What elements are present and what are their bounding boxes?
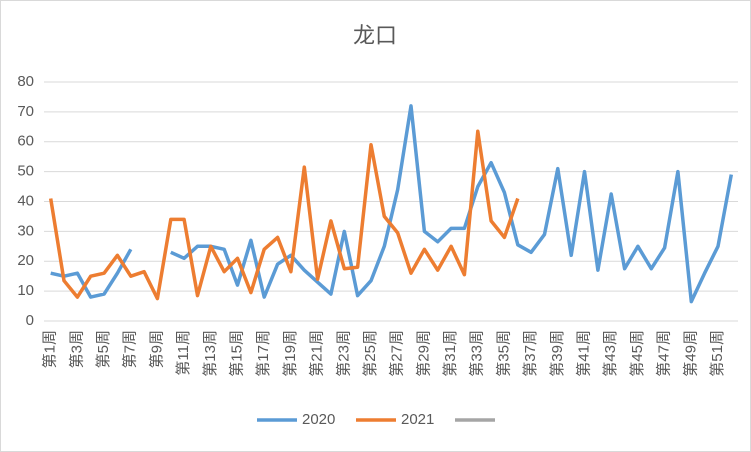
- chart-title: 龙口: [353, 23, 397, 48]
- x-tick-label: 第23周: [334, 330, 352, 377]
- x-tick-label: 第51周: [708, 330, 726, 377]
- x-tick-label: 第11周: [174, 330, 192, 376]
- x-tick-label: 第17周: [254, 330, 272, 377]
- y-tick-label: 0: [26, 312, 34, 329]
- x-tick-label: 第37周: [521, 330, 539, 377]
- y-tick-label: 60: [17, 133, 34, 150]
- x-tick-label: 第13周: [201, 330, 219, 377]
- y-tick-label: 10: [17, 282, 34, 299]
- x-tick-label: 第19周: [281, 330, 299, 377]
- x-tick-label: 第47周: [655, 330, 673, 377]
- x-tick-label: 第7周: [121, 330, 139, 368]
- x-tick-label: 第33周: [468, 330, 486, 377]
- x-tick-label: 第43周: [601, 330, 619, 377]
- x-tick-label: 第45周: [628, 330, 646, 377]
- x-tick-label: 第35周: [494, 330, 512, 377]
- x-tick-label: 第31周: [441, 330, 459, 377]
- y-tick-label: 70: [17, 103, 34, 120]
- x-tick-label: 第5周: [94, 330, 112, 368]
- x-tick-label: 第29周: [414, 330, 432, 377]
- y-tick-label: 40: [17, 192, 34, 209]
- x-tick-label: 第15周: [227, 330, 245, 377]
- y-tick-label: 80: [17, 73, 34, 90]
- y-tick-label: 30: [17, 222, 34, 239]
- y-tick-label: 20: [17, 252, 34, 269]
- x-tick-label: 第39周: [548, 330, 566, 377]
- y-tick-label: 50: [17, 163, 34, 180]
- x-tick-label: 第49周: [681, 330, 699, 377]
- x-tick-label: 第21周: [308, 330, 326, 377]
- x-tick-label: 第27周: [388, 330, 406, 377]
- legend-label: 2020: [302, 411, 335, 428]
- x-tick-label: 第3周: [67, 330, 85, 368]
- x-tick-label: 第9周: [147, 330, 165, 368]
- series-line: [48, 129, 520, 301]
- x-tick-label: 第25周: [361, 330, 379, 377]
- x-tick-label: 第41周: [574, 330, 592, 377]
- x-tick-label: 第1周: [41, 330, 59, 368]
- legend-label: 2021: [401, 411, 434, 428]
